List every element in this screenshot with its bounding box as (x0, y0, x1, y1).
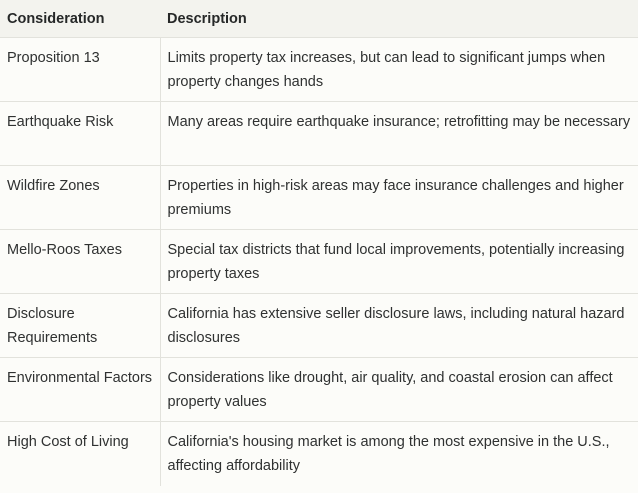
consideration-cell: Mello-Roos Taxes (0, 229, 161, 294)
description-cell: Special tax districts that fund local im… (160, 229, 638, 294)
column-header-consideration[interactable]: Consideration (0, 0, 160, 38)
description-cell: Properties in high-risk areas may face i… (160, 165, 638, 230)
table-row: Earthquake Risk Many areas require earth… (0, 101, 638, 166)
description-cell: Many areas require earthquake insurance;… (160, 101, 638, 166)
table-row: Disclosure Requirements California has e… (0, 293, 638, 358)
description-cell: Limits property tax increases, but can l… (160, 37, 638, 102)
table-row: Mello-Roos Taxes Special tax districts t… (0, 229, 638, 294)
description-cell: California has extensive seller disclosu… (160, 293, 638, 358)
table-row: Environmental Factors Considerations lik… (0, 357, 638, 422)
consideration-cell: Wildfire Zones (0, 165, 161, 230)
description-cell: California's housing market is among the… (167, 434, 610, 474)
consideration-cell: Disclosure Requirements (0, 293, 161, 358)
consideration-cell: High Cost of Living (0, 421, 161, 486)
table-header-row: Consideration Description (0, 0, 638, 38)
consideration-cell: Proposition 13 (0, 37, 161, 102)
table-row: Proposition 13 Limits property tax incre… (0, 37, 638, 102)
consideration-cell: Environmental Factors (0, 357, 161, 422)
consideration-cell: Earthquake Risk (0, 101, 161, 166)
table-row: Wildfire Zones Properties in high-risk a… (0, 165, 638, 230)
column-header-description[interactable]: Description (160, 0, 638, 38)
table-row: High Cost of Living California's housing… (0, 421, 638, 486)
description-cell: Considerations like drought, air quality… (160, 357, 638, 422)
